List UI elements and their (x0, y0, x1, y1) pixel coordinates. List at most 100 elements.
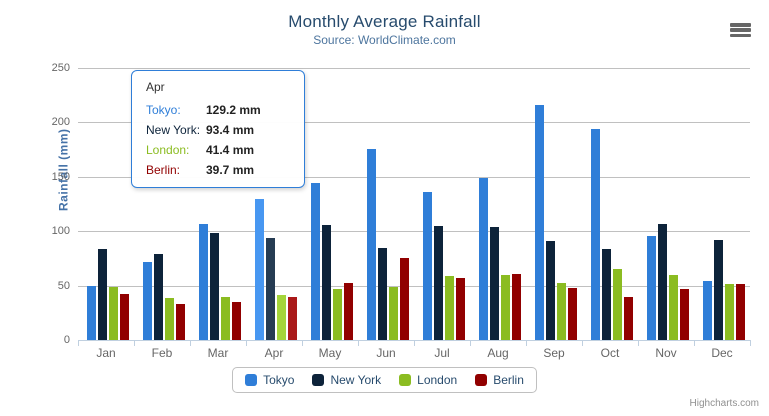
bar-london-feb[interactable] (165, 297, 174, 340)
bar-new-york-aug[interactable] (490, 226, 499, 340)
x-axis-label: Jul (434, 346, 450, 360)
bar-tokyo-jan[interactable] (87, 285, 96, 340)
bar-new-york-jul[interactable] (434, 225, 443, 340)
bar-tokyo-sep[interactable] (535, 104, 544, 340)
legend-item-berlin[interactable]: Berlin (475, 373, 524, 387)
bar-berlin-dec[interactable] (736, 284, 745, 340)
bar-new-york-jan[interactable] (98, 249, 107, 340)
chart-title: Monthly Average Rainfall (288, 12, 481, 31)
x-axis-tick (190, 341, 191, 346)
bar-tokyo-aug[interactable] (479, 178, 488, 340)
tooltip-row-london: London: 41.4 mm (146, 140, 304, 160)
bar-new-york-jun[interactable] (378, 248, 387, 340)
legend-label: London (417, 373, 458, 387)
bar-london-sep[interactable] (557, 282, 566, 340)
x-axis-tick (470, 341, 471, 346)
bar-berlin-may[interactable] (344, 282, 353, 340)
bar-london-may[interactable] (333, 288, 342, 340)
x-axis-label: Aug (487, 346, 509, 360)
legend-item-new-york[interactable]: New York (312, 373, 381, 387)
bar-tokyo-jun[interactable] (367, 148, 376, 340)
tooltip-header: Apr (146, 80, 165, 94)
credits-link[interactable]: Highcharts.com (689, 398, 759, 409)
legend-item-tokyo[interactable]: Tokyo (245, 373, 294, 387)
bar-tokyo-dec[interactable] (703, 280, 712, 340)
bar-london-jun[interactable] (389, 287, 398, 340)
legend-label: Tokyo (263, 373, 295, 387)
tooltip-series-label: New York: (146, 123, 201, 137)
x-axis-tick (302, 341, 303, 346)
bar-berlin-sep[interactable] (568, 288, 577, 340)
x-axis-label: Jun (376, 346, 396, 360)
bar-london-jul[interactable] (445, 275, 454, 340)
bar-new-york-may[interactable] (322, 224, 331, 340)
bar-london-oct[interactable] (613, 269, 622, 340)
bar-new-york-nov[interactable] (658, 224, 667, 340)
x-axis-label: Mar (207, 346, 229, 360)
bar-tokyo-may[interactable] (311, 183, 320, 340)
bar-london-jan[interactable] (109, 286, 118, 340)
legend-symbol-tokyo (245, 374, 258, 386)
x-axis-label: May (318, 346, 342, 360)
bar-berlin-jul[interactable] (456, 277, 465, 340)
x-axis-label: Feb (151, 346, 173, 360)
x-axis-tick (638, 341, 639, 346)
bar-new-york-feb[interactable] (154, 254, 163, 340)
bar-london-dec[interactable] (725, 284, 734, 340)
export-menu-button[interactable] (728, 19, 754, 41)
bar-berlin-apr[interactable] (288, 296, 297, 340)
x-axis-tick (358, 341, 359, 346)
tooltip-row-new-york: New York: 93.4 mm (146, 120, 304, 140)
x-axis-tick (526, 341, 527, 346)
bar-new-york-oct[interactable] (602, 249, 611, 340)
tooltip-row-tokyo: Tokyo: 129.2 mm (146, 100, 304, 120)
bar-berlin-nov[interactable] (680, 289, 689, 340)
y-axis-title: Rainfall (mm) (56, 128, 71, 211)
x-axis-label: Apr (264, 346, 284, 360)
bar-london-apr[interactable] (277, 294, 286, 340)
legend-symbol-london (399, 374, 412, 386)
x-axis-tick (694, 341, 695, 346)
y-axis-tick-label: 0 (63, 334, 70, 346)
bar-berlin-jan[interactable] (120, 293, 129, 340)
x-axis-tick (134, 341, 135, 346)
bar-berlin-feb[interactable] (176, 303, 185, 340)
bar-tokyo-nov[interactable] (647, 235, 656, 340)
legend-symbol-berlin (475, 374, 488, 386)
y-axis-tick-label: 100 (51, 225, 70, 238)
tooltip-series-value: 39.7 mm (206, 163, 255, 177)
bar-london-mar[interactable] (221, 297, 230, 340)
bar-london-aug[interactable] (501, 275, 510, 340)
bar-berlin-jun[interactable] (400, 257, 409, 340)
bar-tokyo-oct[interactable] (591, 128, 600, 340)
legend-label: Berlin (493, 373, 524, 387)
tooltip-row-berlin: Berlin: 39.7 mm (146, 160, 304, 180)
bar-tokyo-feb[interactable] (143, 262, 152, 340)
bar-new-york-apr[interactable] (266, 238, 275, 340)
bar-new-york-mar[interactable] (210, 232, 219, 340)
x-axis-tick (582, 341, 583, 346)
bar-berlin-oct[interactable] (624, 297, 633, 340)
legend-item-london[interactable]: London (399, 373, 457, 387)
bar-new-york-dec[interactable] (714, 239, 723, 340)
tooltip-rows: Tokyo: 129.2 mm New York: 93.4 mm London: 41.… (146, 100, 304, 180)
bar-tokyo-jul[interactable] (423, 192, 432, 340)
tooltip-series-label: Berlin: (146, 163, 181, 177)
grid-line (78, 231, 750, 233)
x-axis-label: Nov (655, 346, 677, 360)
x-axis-tick (246, 341, 247, 346)
x-axis-line (78, 340, 751, 341)
x-axis-label: Oct (600, 346, 620, 360)
bar-berlin-mar[interactable] (232, 302, 241, 340)
bar-tokyo-mar[interactable] (199, 224, 208, 340)
bar-london-nov[interactable] (669, 275, 678, 340)
tooltip-series-label: London: (146, 143, 190, 157)
grid-line (78, 68, 750, 69)
y-axis-tick-label: 50 (57, 279, 70, 292)
hamburger-icon (730, 23, 752, 37)
bar-new-york-sep[interactable] (546, 240, 555, 340)
bar-tokyo-apr[interactable] (255, 199, 264, 340)
tooltip-series-value: 41.4 mm (206, 143, 255, 157)
bar-berlin-aug[interactable] (512, 274, 521, 340)
